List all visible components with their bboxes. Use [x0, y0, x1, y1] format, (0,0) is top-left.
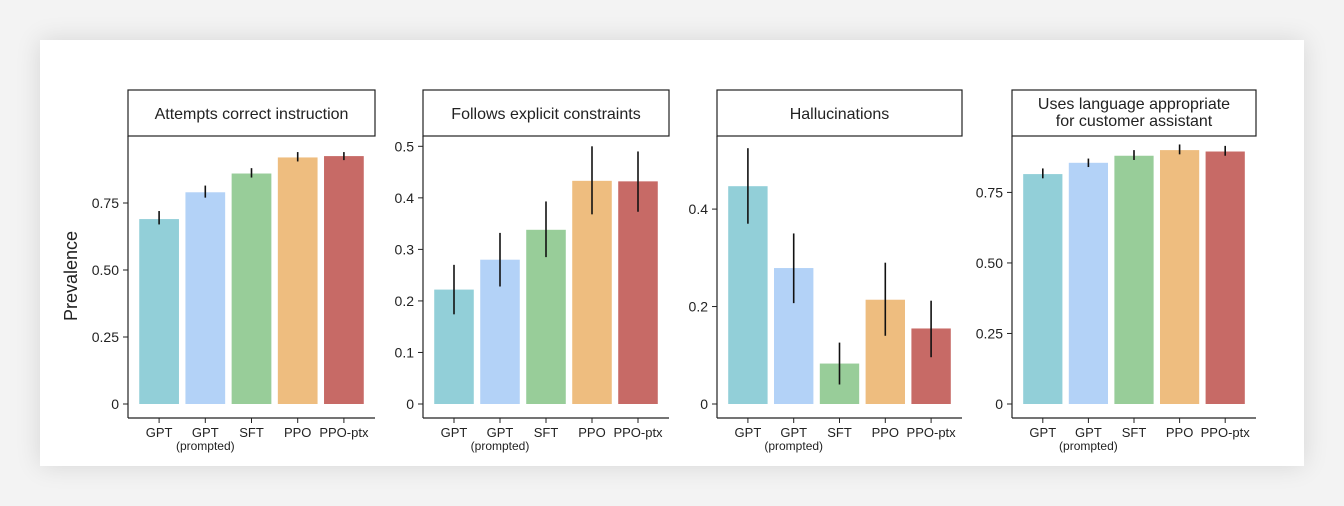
y-tick-label: 0.75: [976, 184, 1003, 200]
panel-title: Uses language appropriate: [1038, 96, 1230, 113]
y-tick-label: 0.50: [976, 255, 1003, 271]
bar: [139, 219, 179, 404]
panel-title-box: [422, 89, 670, 137]
y-tick-label: 0.25: [976, 325, 1003, 341]
panel-2: Follows explicit constraints 0 0.1 0.2 0.3 0.…: [395, 89, 670, 453]
x-tick-label: PPO-ptx: [613, 425, 663, 440]
bar: [1205, 151, 1245, 404]
x-tick-label: GPT: [780, 425, 807, 440]
x-tick-label: PPO-ptx: [907, 425, 957, 440]
y-tick-label: 0.75: [92, 195, 119, 211]
bar: [1023, 174, 1063, 404]
panel-title: Follows explicit constraints: [451, 106, 640, 123]
x-tick-label: (prompted): [1059, 439, 1118, 453]
x-tick-label: GPT: [441, 425, 468, 440]
panel-title: for customer assistant: [1056, 113, 1213, 130]
panel-3: Hallucinations 0 0.2 0.4 GPT GPT(prompted) SFT…: [689, 89, 963, 453]
y-tick-label: 0.4: [689, 201, 709, 217]
chart-figure: Prevalence Attempts correct instruction 0…: [61, 89, 1257, 453]
x-tick-label: PPO-ptx: [319, 425, 369, 440]
figure-card: Prevalence Attempts correct instruction 0…: [40, 40, 1304, 466]
x-tick-label: (prompted): [764, 439, 823, 453]
y-tick-label: 0: [700, 396, 708, 412]
x-tick-label: PPO-ptx: [1201, 425, 1251, 440]
bar: [526, 229, 566, 404]
x-tick-label: GPT: [146, 425, 173, 440]
x-tick-label: PPO: [872, 425, 899, 440]
panel-1: Attempts correct instruction 0 0.25 0.50 0.7…: [92, 89, 376, 453]
y-tick-label: 0.50: [92, 262, 119, 278]
panel-title-box: [1011, 89, 1257, 137]
y-tick-label: 0.2: [395, 293, 415, 309]
x-tick-label: SFT: [827, 425, 852, 440]
y-axis-label: Prevalence: [61, 231, 81, 321]
panel-title-box: [716, 89, 963, 137]
bar: [1068, 162, 1109, 404]
x-tick-label: (prompted): [471, 439, 530, 453]
panel-title: Hallucinations: [790, 106, 890, 123]
bar: [277, 157, 318, 404]
x-tick-label: SFT: [239, 425, 264, 440]
y-tick-label: 0: [995, 396, 1003, 412]
x-tick-label: (prompted): [176, 439, 235, 453]
x-tick-label: GPT: [192, 425, 219, 440]
bar: [1114, 155, 1154, 404]
y-tick-label: 0.2: [689, 299, 709, 315]
x-tick-label: PPO: [578, 425, 605, 440]
y-tick-label: 0.4: [395, 190, 415, 206]
x-tick-label: GPT: [735, 425, 762, 440]
bar: [185, 192, 226, 404]
bar: [324, 156, 364, 404]
x-tick-label: GPT: [1029, 425, 1056, 440]
x-tick-label: PPO: [1166, 425, 1193, 440]
panel-title-box: [127, 89, 376, 137]
bar: [1159, 150, 1200, 404]
x-tick-label: SFT: [534, 425, 559, 440]
x-tick-label: SFT: [1122, 425, 1147, 440]
y-tick-label: 0: [111, 396, 119, 412]
bar: [618, 181, 658, 404]
y-tick-label: 0.5: [395, 138, 415, 154]
y-tick-label: 0.25: [92, 329, 119, 345]
x-tick-label: PPO: [284, 425, 311, 440]
x-tick-label: GPT: [487, 425, 514, 440]
bar: [231, 173, 272, 404]
y-tick-label: 0: [406, 396, 414, 412]
panel-title: Attempts correct instruction: [155, 106, 349, 123]
y-tick-label: 0.3: [395, 241, 415, 257]
bar: [572, 180, 612, 404]
y-tick-label: 0.1: [395, 344, 415, 360]
x-tick-label: GPT: [1075, 425, 1102, 440]
